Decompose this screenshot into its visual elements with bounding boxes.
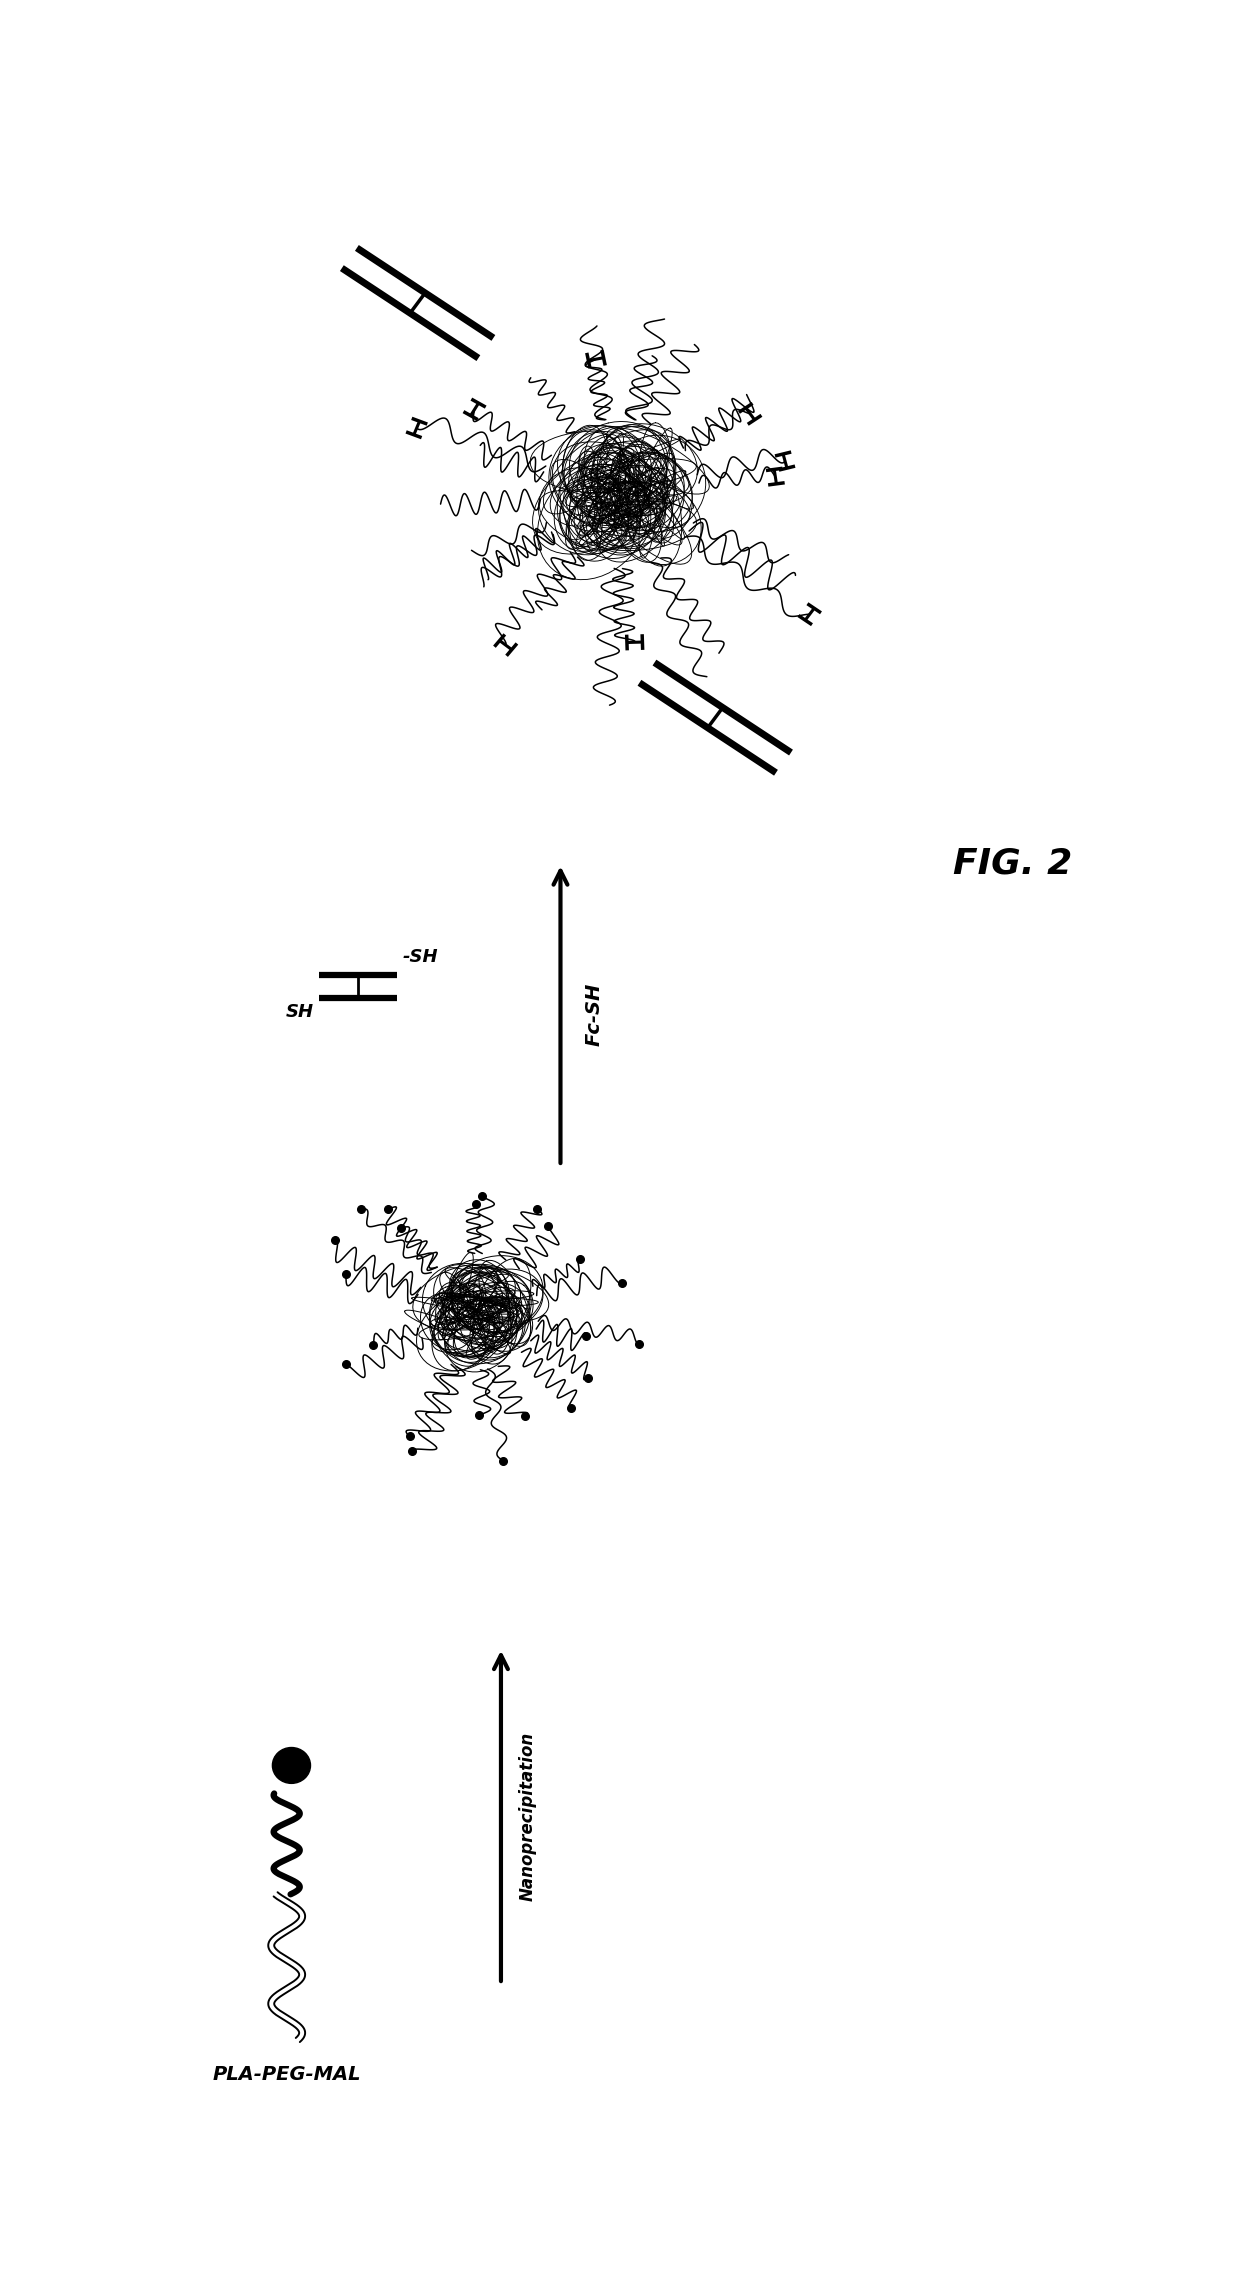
Circle shape bbox=[273, 1747, 310, 1784]
Text: -SH: -SH bbox=[403, 949, 439, 967]
Text: FIG. 2: FIG. 2 bbox=[954, 846, 1073, 880]
Text: PLA-PEG-MAL: PLA-PEG-MAL bbox=[212, 2065, 361, 2083]
Text: Nanoprecipitation: Nanoprecipitation bbox=[518, 1731, 537, 1900]
Text: Fc-SH: Fc-SH bbox=[584, 983, 604, 1047]
Text: SH: SH bbox=[285, 1004, 314, 1022]
